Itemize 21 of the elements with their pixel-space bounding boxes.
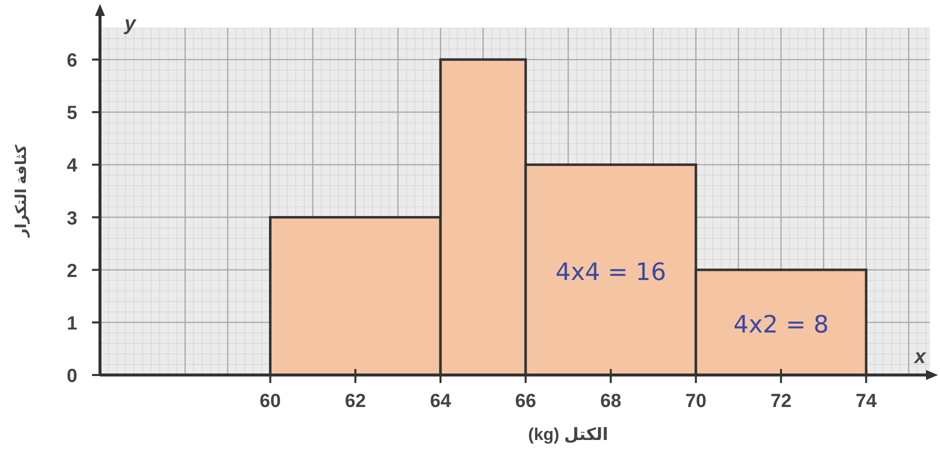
x-tick-label: 60: [260, 391, 281, 412]
y-tick-label: 2: [66, 260, 78, 282]
x-tick-label: 70: [685, 391, 706, 412]
y-tick-label: 1: [66, 313, 78, 334]
annotation: 4x4 = 16: [555, 258, 666, 286]
y-tick-label: 3: [66, 208, 78, 230]
y-axis-title: كثافة التكرار: [13, 144, 30, 238]
x-tick-label: 68: [600, 391, 622, 412]
y-tick-label: 0: [66, 366, 78, 387]
x-tick-label: 74: [856, 391, 878, 412]
annotation: 4x2 = 8: [733, 310, 829, 338]
y-tick-label: 5: [66, 103, 78, 124]
annotation: y: [123, 13, 136, 35]
x-tick-label: 72: [770, 391, 792, 412]
x-tick-label: 64: [430, 391, 452, 412]
x-tick-label: 66: [515, 391, 536, 412]
x-axis-title: الكتل (kg): [528, 425, 608, 444]
y-tick-label: 4: [66, 156, 78, 177]
annotation: x: [913, 346, 926, 368]
x-tick-label: 62: [344, 391, 366, 412]
y-tick-label: 6: [66, 50, 78, 72]
